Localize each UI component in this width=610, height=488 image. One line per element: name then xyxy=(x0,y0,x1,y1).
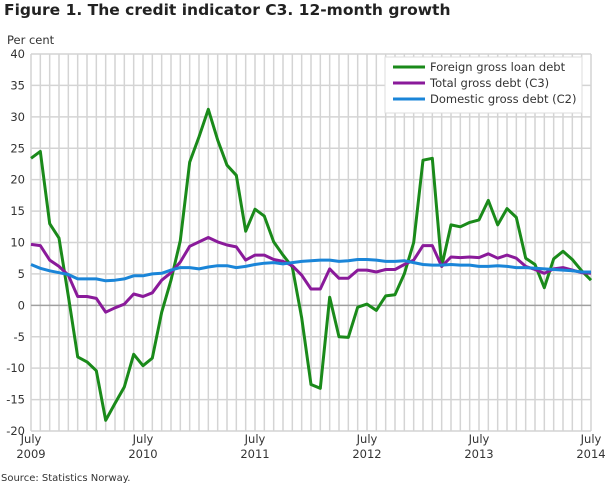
legend-label: Foreign gross loan debt xyxy=(430,60,566,74)
y-tick-label: 30 xyxy=(10,110,25,124)
y-tick-label: -5 xyxy=(14,330,25,344)
source-note: Source: Statistics Norway. xyxy=(1,473,131,484)
y-tick-label: 0 xyxy=(18,298,25,312)
y-tick-label: -15 xyxy=(6,393,25,407)
y-tick-label: 25 xyxy=(10,141,25,155)
x-tick-year: 2014 xyxy=(576,447,605,461)
y-axis-label: Per cent xyxy=(7,33,55,47)
y-tick-label: 40 xyxy=(10,47,25,61)
x-tick-year: 2011 xyxy=(240,447,269,461)
x-tick-month: July xyxy=(356,432,378,446)
y-tick-label: 35 xyxy=(10,78,25,92)
y-tick-label: 15 xyxy=(10,204,25,218)
series-line-2 xyxy=(30,236,592,314)
x-tick-month: July xyxy=(132,432,154,446)
x-tick-year: 2012 xyxy=(352,447,381,461)
x-tick-month: July xyxy=(244,432,266,446)
series-line-1 xyxy=(30,107,593,422)
legend-box xyxy=(384,56,583,114)
chart-title: Figure 1. The credit indicator C3. 12-mo… xyxy=(4,1,451,19)
x-tick-year: 2010 xyxy=(128,447,157,461)
y-tick-label: 20 xyxy=(10,173,25,187)
x-tick-year: 2009 xyxy=(16,447,45,461)
x-tick-year: 2013 xyxy=(464,447,493,461)
x-tick-month: July xyxy=(468,432,490,446)
y-tick-label: -20 xyxy=(6,424,25,438)
x-tick-month: July xyxy=(20,432,42,446)
x-tick-month: July xyxy=(580,432,602,446)
y-tick-label: 10 xyxy=(10,236,25,250)
y-tick-label: 5 xyxy=(18,267,25,281)
legend-label: Total gross debt (C3) xyxy=(429,76,549,90)
series-line-3 xyxy=(30,258,591,283)
y-tick-label: -10 xyxy=(6,361,25,375)
legend-label: Domestic gross debt (C2) xyxy=(430,92,576,106)
